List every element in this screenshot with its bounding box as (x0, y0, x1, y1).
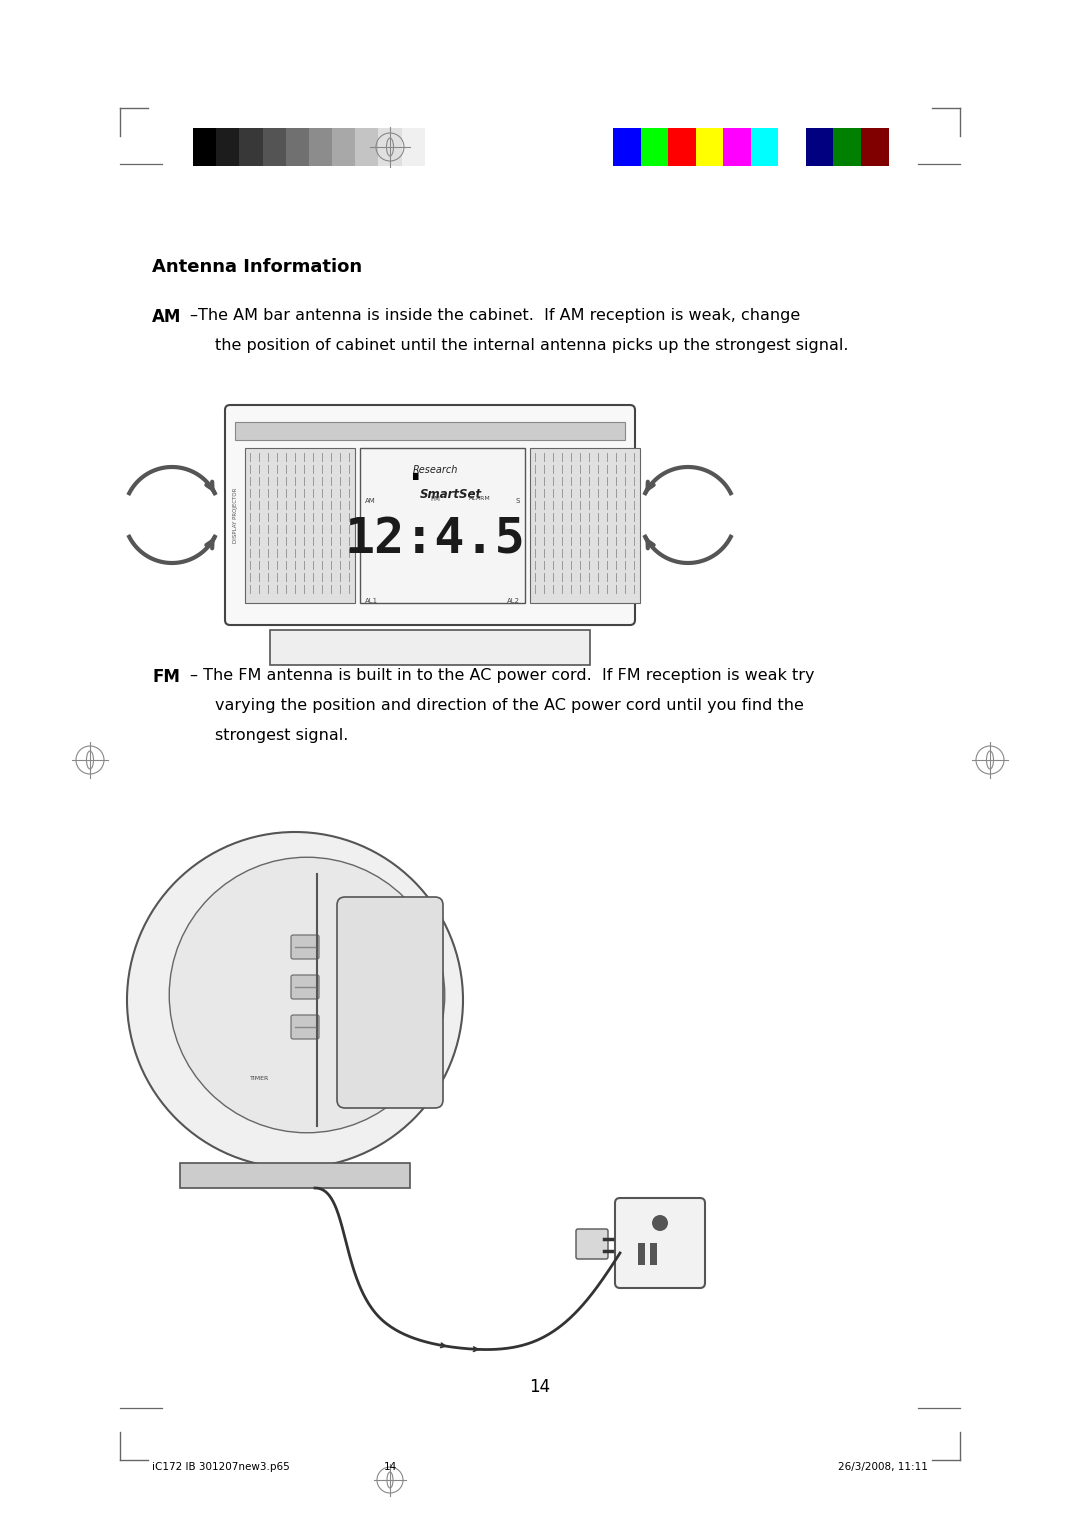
Circle shape (170, 857, 445, 1132)
Text: 14: 14 (529, 1378, 551, 1397)
Text: TIMER: TIMER (251, 1076, 270, 1080)
Bar (861, 128, 889, 167)
Text: 26/3/2008, 11:11: 26/3/2008, 11:11 (838, 1462, 928, 1471)
FancyBboxPatch shape (291, 1015, 319, 1039)
Text: the position of cabinet until the internal antenna picks up the strongest signal: the position of cabinet until the intern… (215, 338, 849, 353)
Text: –The AM bar antenna is inside the cabinet.  If AM reception is weak, change: –The AM bar antenna is inside the cabine… (190, 309, 800, 322)
Bar (286, 128, 309, 167)
Text: S: S (515, 498, 519, 504)
Text: FM: FM (152, 668, 180, 686)
Bar (378, 128, 402, 167)
Bar (240, 128, 264, 167)
FancyBboxPatch shape (291, 935, 319, 960)
FancyBboxPatch shape (225, 405, 635, 625)
FancyBboxPatch shape (291, 975, 319, 999)
Text: Antenna Information: Antenna Information (152, 258, 362, 277)
Bar (833, 128, 861, 167)
Text: SmartSet: SmartSet (420, 487, 482, 501)
Bar (669, 128, 696, 167)
FancyBboxPatch shape (337, 897, 443, 1108)
FancyBboxPatch shape (576, 1229, 608, 1259)
Text: 12:4.5: 12:4.5 (345, 516, 525, 564)
Bar (696, 128, 724, 167)
Bar (806, 128, 834, 167)
Bar (235, 422, 625, 440)
Bar (613, 128, 642, 167)
Bar (723, 128, 751, 167)
Bar (180, 1163, 410, 1187)
Bar (402, 128, 426, 167)
Circle shape (652, 1215, 669, 1232)
Bar (216, 128, 240, 167)
Text: Research: Research (413, 465, 458, 475)
Bar (332, 128, 355, 167)
Circle shape (127, 833, 463, 1167)
Text: █: █ (413, 474, 418, 480)
Text: 14: 14 (383, 1462, 396, 1471)
Text: – The FM antenna is built in to the AC power cord.  If FM reception is weak try: – The FM antenna is built in to the AC p… (190, 668, 814, 683)
Bar (650, 1242, 657, 1265)
Bar (245, 448, 355, 604)
Text: AL1: AL1 (365, 597, 378, 604)
Text: ALARM: ALARM (469, 497, 491, 501)
Text: AL2: AL2 (507, 597, 519, 604)
Text: varying the position and direction of the AC power cord until you find the: varying the position and direction of th… (215, 698, 804, 714)
Bar (309, 128, 333, 167)
Text: AM: AM (152, 309, 181, 325)
Bar (360, 448, 525, 604)
Bar (640, 128, 669, 167)
Bar (424, 128, 448, 167)
Bar (751, 128, 779, 167)
Text: strongest signal.: strongest signal. (215, 727, 349, 743)
FancyBboxPatch shape (615, 1198, 705, 1288)
Text: FM: FM (430, 497, 440, 503)
Text: DISPLAY PROJECTOR: DISPLAY PROJECTOR (233, 487, 239, 542)
Bar (530, 448, 640, 604)
Bar (270, 630, 590, 665)
Text: AM: AM (365, 498, 376, 504)
Bar (262, 128, 286, 167)
Bar (778, 128, 806, 167)
Text: iC172 IB 301207new3.p65: iC172 IB 301207new3.p65 (152, 1462, 289, 1471)
Bar (355, 128, 379, 167)
Bar (193, 128, 217, 167)
Bar (638, 1242, 645, 1265)
